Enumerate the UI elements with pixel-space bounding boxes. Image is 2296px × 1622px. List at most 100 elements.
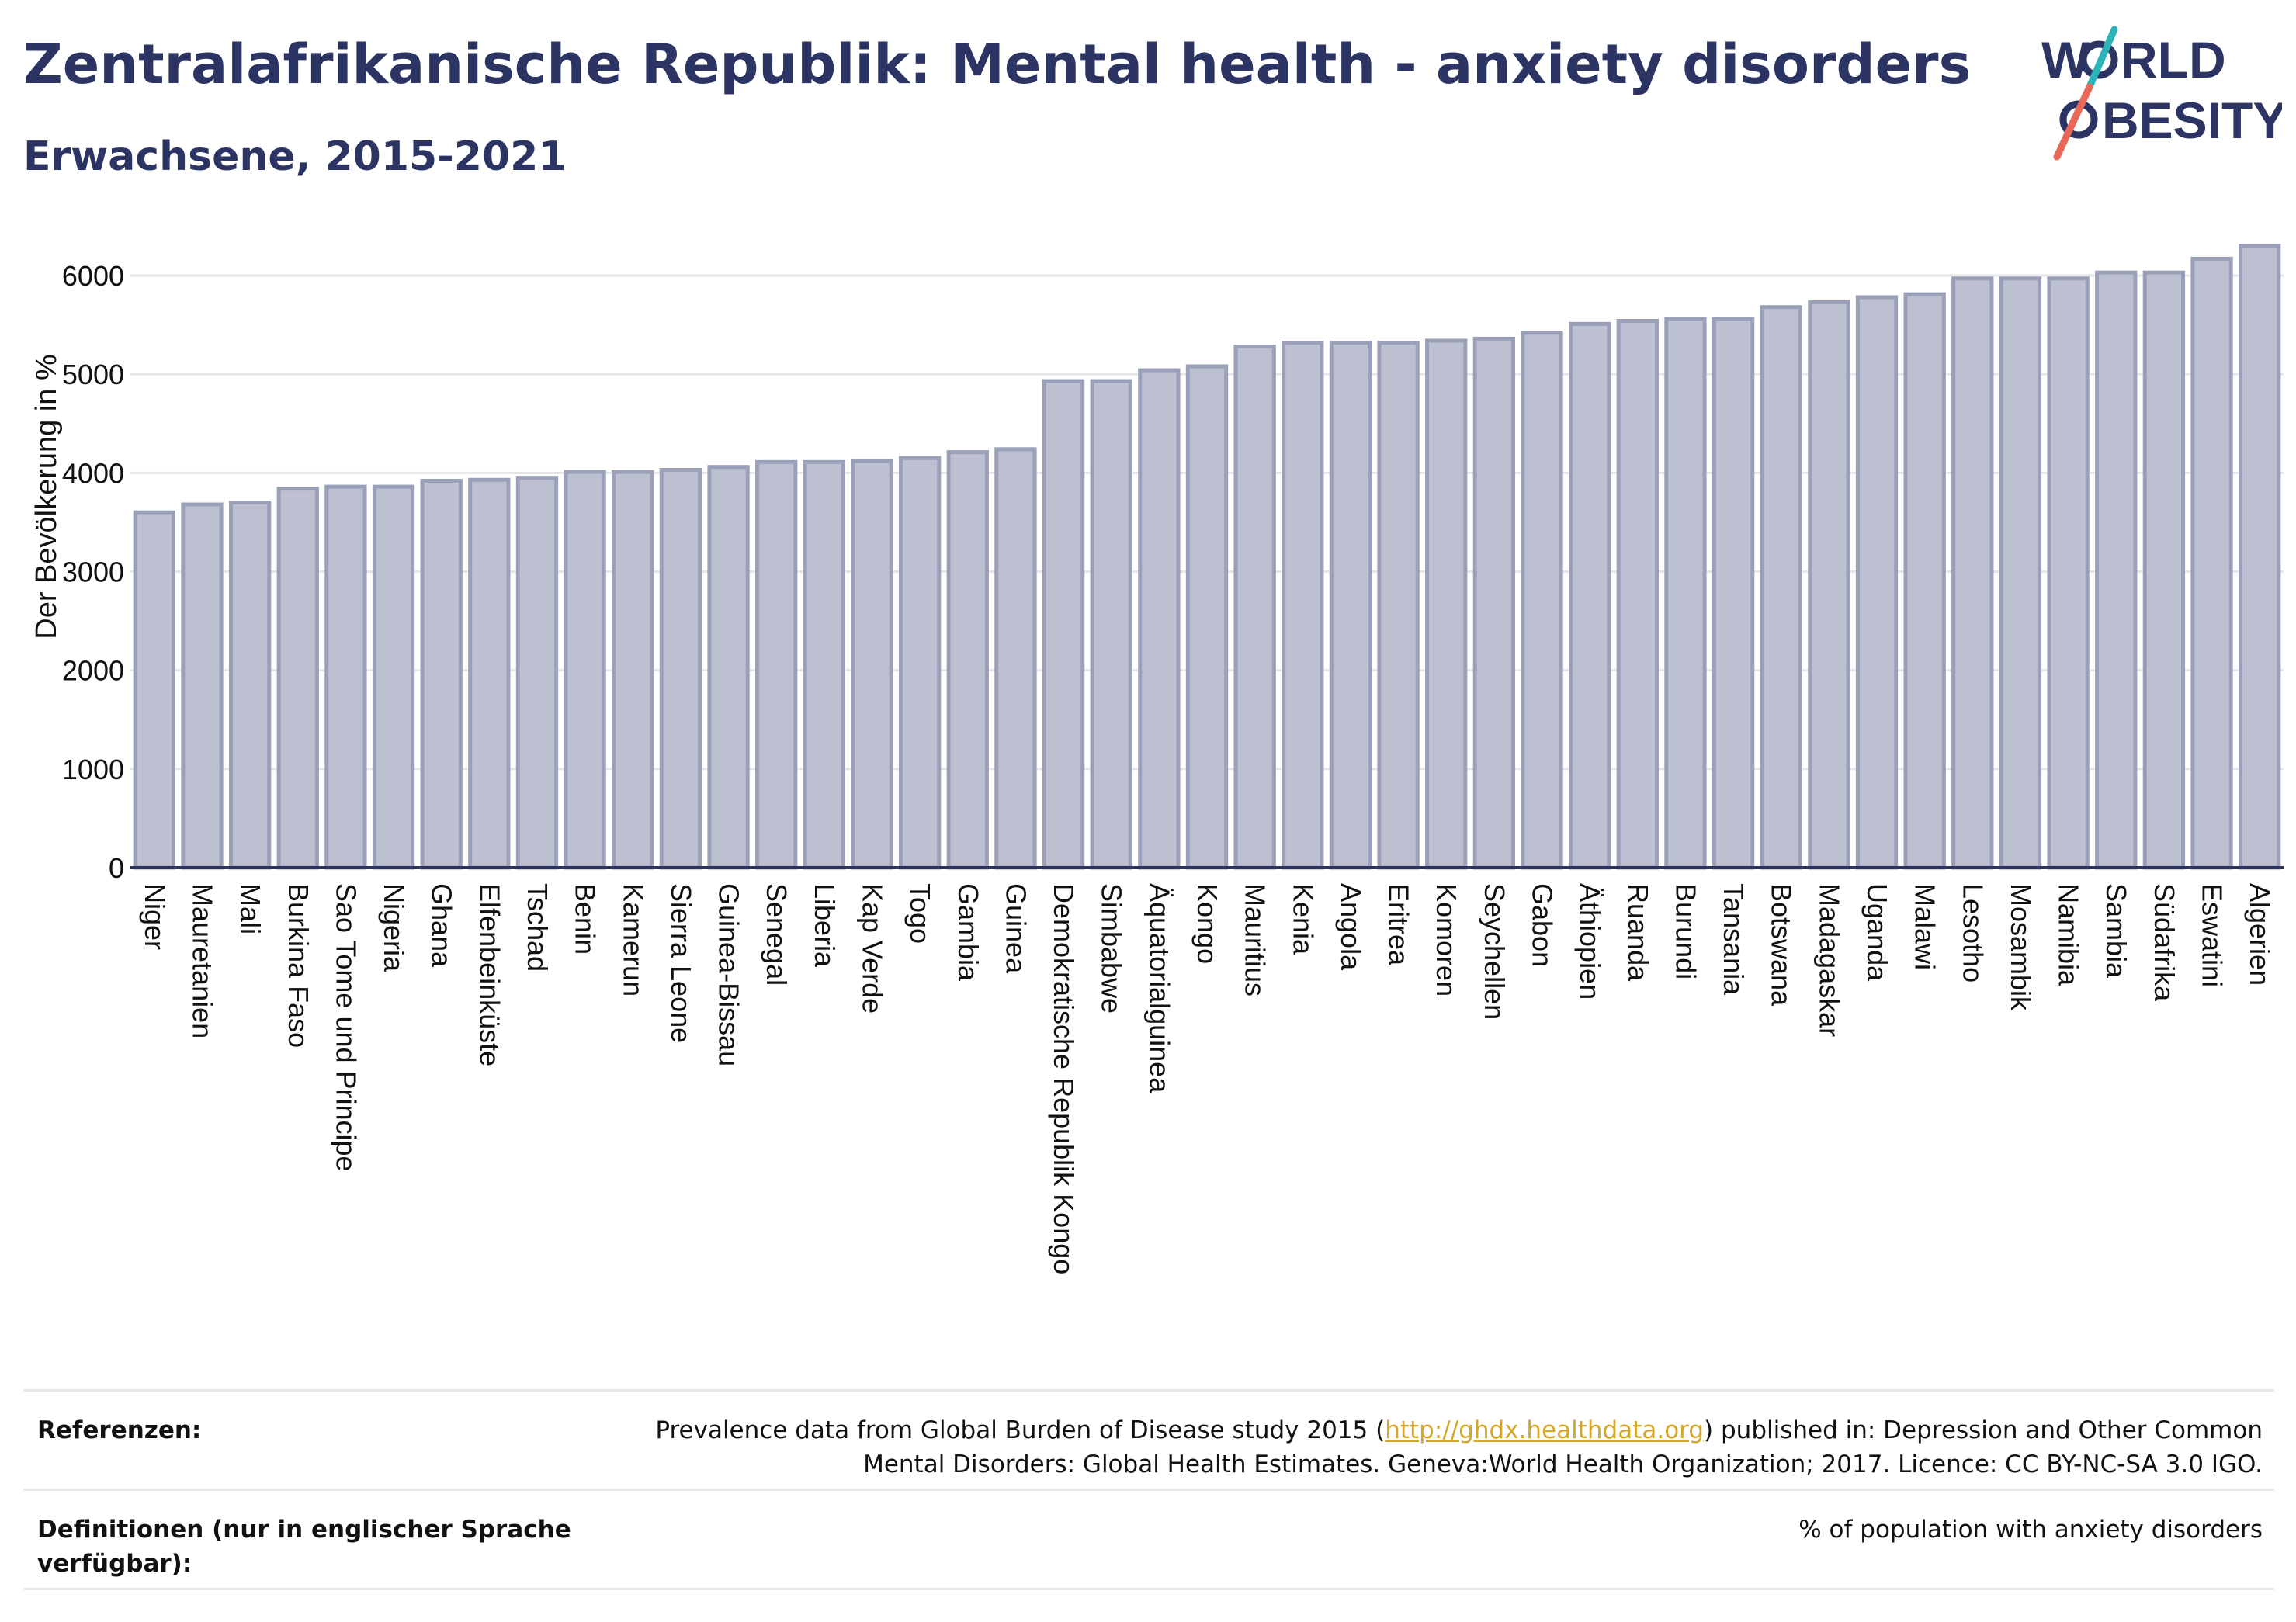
bar — [324, 484, 367, 870]
x-tick-label: Eswatini — [2197, 883, 2228, 987]
bar — [1042, 379, 1085, 870]
x-tick-label: Namibia — [2053, 883, 2085, 986]
logo-line1-rld: RLD — [2121, 31, 2226, 88]
y-tick-label: 3000 — [62, 556, 124, 588]
x-tick-label: Kenia — [1287, 883, 1319, 955]
x-tick-label: Liberia — [809, 883, 841, 968]
x-tick-label: Nigeria — [378, 883, 410, 972]
bar — [946, 450, 989, 870]
bar — [181, 502, 224, 870]
bar — [1472, 336, 1516, 870]
x-tick-label: Benin — [570, 883, 602, 955]
y-tick-label: 1000 — [62, 754, 124, 785]
x-tick-label: Malawi — [1909, 883, 1941, 970]
y-tick-label: 5000 — [62, 359, 124, 390]
bar — [898, 456, 942, 870]
x-tick-label: Tansania — [1718, 883, 1750, 996]
x-tick-label: Senegal — [761, 883, 793, 986]
logo-slash-teal — [2086, 26, 2118, 91]
x-tick-label: Gambia — [952, 883, 984, 982]
references-link[interactable]: http://ghdx.healthdata.org — [1385, 1416, 1705, 1444]
footer: Referenzen: Prevalence data from Global … — [23, 1389, 2274, 1590]
bar — [1999, 276, 2042, 870]
bar — [1425, 338, 1468, 870]
references-label: Referenzen: — [37, 1416, 202, 1444]
x-tick-label: Burkina Faso — [283, 883, 314, 1048]
bar — [994, 447, 1037, 870]
bar — [228, 500, 272, 870]
x-tick-label: Äthiopien — [1574, 883, 1606, 1000]
references-text: Prevalence data from Global Burden of Di… — [633, 1413, 2263, 1482]
bar — [1808, 300, 1850, 870]
chart-title: Zentralafrikanische Republik: Mental hea… — [23, 33, 1972, 96]
bar — [755, 459, 798, 870]
chart-subtitle: Erwachsene, 2015-2021 — [23, 133, 567, 180]
bar — [1090, 379, 1132, 870]
x-tick-label: Elfenbeinküste — [473, 883, 505, 1066]
x-tick-label: Guinea-Bissau — [713, 883, 745, 1066]
bar — [372, 484, 415, 870]
bar — [612, 470, 654, 870]
x-tick-label: Ghana — [426, 883, 458, 968]
x-tick-label: Madagaskar — [1813, 883, 1845, 1037]
bar — [2047, 276, 2090, 870]
x-tick-label: Guinea — [1000, 883, 1032, 974]
x-tick-label: Kap Verde — [856, 883, 888, 1014]
x-tick-label: Südafrika — [2149, 883, 2180, 1002]
bar — [468, 477, 511, 870]
x-tick-label: Burundi — [1670, 883, 1701, 979]
x-tick-label: Sao Tome und Principe — [330, 883, 362, 1172]
x-tick-label: Sambia — [2100, 883, 2132, 979]
y-tick-label: 2000 — [62, 655, 124, 687]
bar — [659, 468, 702, 870]
x-tick-label: Simbabwe — [1096, 883, 1128, 1014]
x-tick-label: Lesotho — [1957, 883, 1989, 983]
bar — [2095, 270, 2138, 870]
bar — [420, 479, 463, 870]
x-tick-label: Angola — [1335, 883, 1367, 971]
y-tick-labels: 0 1000 2000 3000 4000 5000 6000 — [62, 260, 124, 884]
definitions-row: Definitionen (nur in englischer Sprache … — [23, 1489, 2274, 1590]
x-tick-label: Mosambik — [2005, 883, 2037, 1011]
definitions-text: % of population with anxiety disorders — [1798, 1516, 2263, 1544]
y-tick-label: 6000 — [62, 260, 124, 292]
bar — [564, 470, 606, 870]
x-tick-label: Eritrea — [1383, 883, 1415, 966]
bar — [2142, 270, 2186, 870]
bar — [1138, 368, 1181, 870]
logo-line2-besity: BESITY — [2102, 92, 2282, 149]
x-tick-label: Togo — [904, 883, 936, 944]
x-tick-label: Algerien — [2244, 883, 2276, 986]
references-text-1: Prevalence data from Global Burden of Di… — [655, 1416, 1386, 1444]
bar — [1233, 345, 1276, 870]
x-tick-label: Ruanda — [1622, 883, 1654, 982]
bar — [707, 465, 750, 870]
references-text-2: ) published in: Depression and Other Com… — [863, 1416, 2263, 1478]
bar — [1377, 340, 1420, 870]
x-tick-label: Äquatorialguinea — [1143, 883, 1175, 1093]
x-tick-label: Uganda — [1861, 883, 1893, 982]
bars — [133, 244, 2281, 870]
bar — [276, 487, 319, 870]
y-tick-label: 0 — [109, 852, 124, 884]
bar — [1329, 340, 1372, 870]
bar — [1568, 321, 1611, 870]
x-tick-label: Tschad — [522, 883, 553, 972]
bar — [851, 459, 893, 870]
x-tick-label: Botswana — [1766, 883, 1798, 1007]
x-tick-label: Kongo — [1191, 883, 1223, 964]
bar — [1760, 305, 1802, 870]
y-axis-label: Der Bevölkerung in % — [30, 354, 63, 639]
bar — [1185, 364, 1229, 870]
bar — [2190, 256, 2233, 870]
bar — [1616, 318, 1659, 870]
bar — [1951, 276, 1994, 870]
x-tick-labels: Niger Mauretanien Mali Burkina Faso Sao Tome… — [139, 883, 2276, 1274]
x-tick-label: Mauretanien — [186, 883, 218, 1038]
definitions-label: Definitionen (nur in englischer Sprache … — [37, 1516, 571, 1578]
bar — [133, 510, 175, 870]
x-tick-label: Sierra Leone — [665, 883, 697, 1043]
logo-o-ring-1 — [2079, 40, 2118, 79]
x-tick-label: Niger — [139, 883, 171, 950]
bar-chart: 0 1000 2000 3000 4000 5000 6000 Niger Mauretani… — [30, 244, 2284, 1274]
